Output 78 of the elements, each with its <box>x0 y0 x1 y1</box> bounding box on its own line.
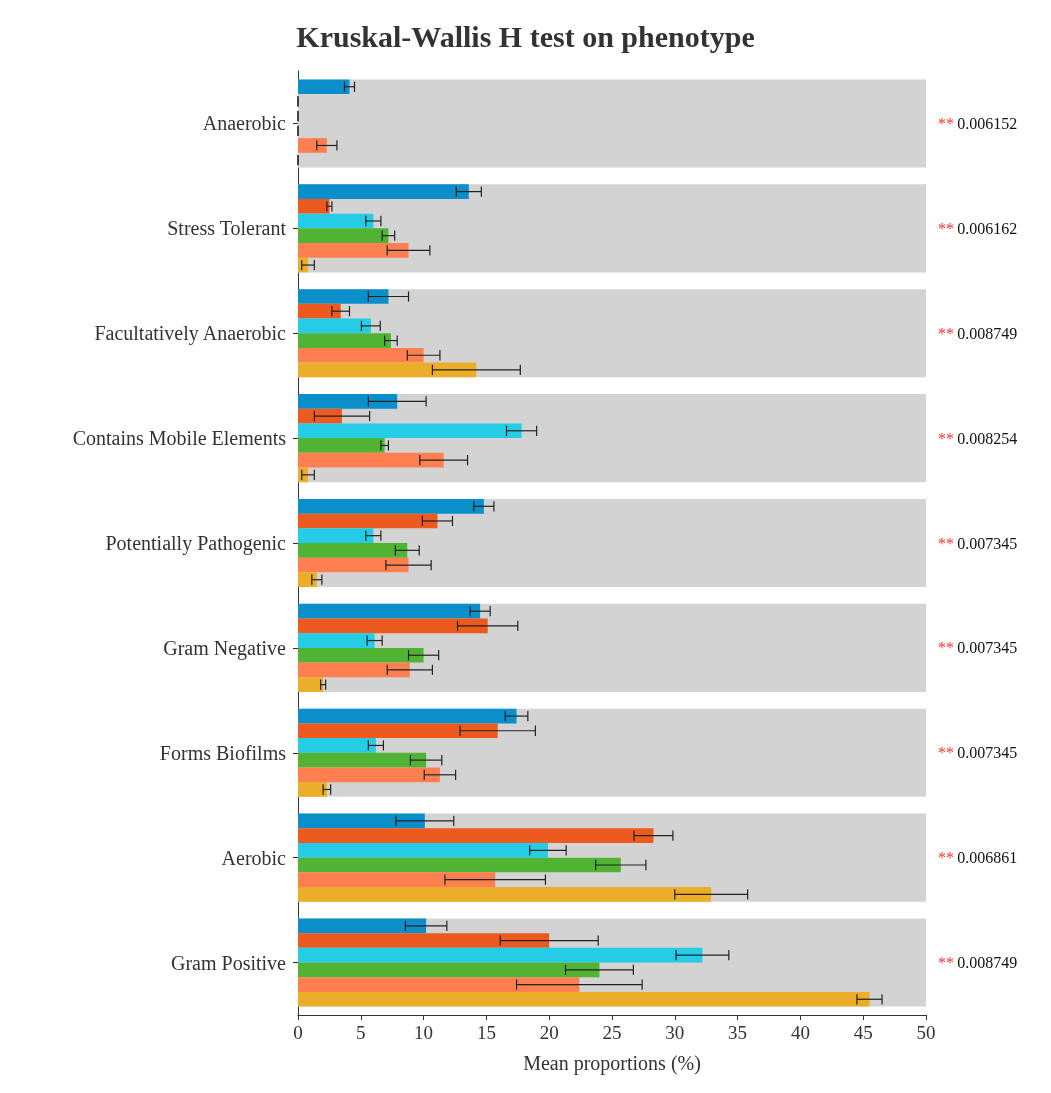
y-tick-label: Contains Mobile Elements <box>72 427 287 450</box>
bar <box>298 738 376 753</box>
bar <box>298 977 580 992</box>
x-axis-title: Mean proportions (%) <box>523 1052 701 1075</box>
bar <box>298 498 484 514</box>
bar <box>298 647 424 663</box>
bar <box>298 557 409 573</box>
x-tick-label: 0 <box>293 1022 303 1043</box>
bar <box>298 423 522 439</box>
text: ** 0.006162 <box>938 219 1018 237</box>
text: ** 0.007345 <box>938 534 1018 552</box>
x-tick-label: 25 <box>602 1022 622 1043</box>
bar <box>298 452 444 468</box>
bar <box>298 394 398 409</box>
text: ** 0.006152 <box>938 114 1018 132</box>
bar <box>298 303 341 319</box>
bar <box>298 828 654 843</box>
bar <box>298 662 410 678</box>
bar <box>298 138 327 153</box>
bar <box>298 813 425 829</box>
bar <box>298 633 375 648</box>
bar <box>298 362 477 378</box>
text: ** 0.008749 <box>938 954 1018 972</box>
bar <box>298 289 389 304</box>
bar <box>298 213 374 229</box>
y-tick-label: Facultatively Anaerobic <box>94 322 287 346</box>
x-tick-label: 45 <box>853 1022 873 1043</box>
x-tick-label: 20 <box>539 1022 559 1043</box>
text: ** 0.007345 <box>938 639 1018 657</box>
bar <box>298 318 371 334</box>
bar <box>298 947 703 963</box>
text: ** 0.008254 <box>938 429 1018 447</box>
bar <box>298 184 469 199</box>
x-tick-label: 15 <box>476 1022 496 1043</box>
bar <box>298 857 621 873</box>
bar <box>298 962 600 978</box>
text: ** 0.007345 <box>938 744 1018 762</box>
y-tick-label: Potentially Pathogenic <box>105 532 287 555</box>
bar <box>298 872 496 888</box>
bar <box>298 513 438 529</box>
bar <box>298 782 327 797</box>
bar <box>298 677 324 692</box>
y-tick-label: Aerobic <box>221 846 287 869</box>
bar <box>298 79 350 95</box>
bar <box>298 708 517 724</box>
bar <box>298 333 391 348</box>
bar <box>298 603 481 619</box>
bar <box>298 543 408 558</box>
bar <box>298 618 488 634</box>
bar <box>298 243 409 258</box>
y-tick-label: Gram Negative <box>163 636 287 660</box>
x-tick-label: 40 <box>790 1022 810 1043</box>
x-tick-label: 50 <box>916 1022 936 1043</box>
x-tick-label: 10 <box>414 1022 434 1043</box>
y-tick-label: Stress Tolerant <box>167 217 287 240</box>
bar <box>298 723 498 739</box>
chart-title: Kruskal-Wallis H test on phenotype <box>296 19 755 53</box>
y-tick-label: Anaerobic <box>202 112 287 135</box>
bar <box>298 842 548 858</box>
bar <box>298 347 424 363</box>
bar <box>298 528 374 543</box>
bar <box>298 918 427 934</box>
x-tick-label: 35 <box>728 1022 748 1043</box>
bar <box>298 752 427 768</box>
bar <box>298 991 870 1007</box>
y-tick-label: Forms Biofilms <box>159 741 287 764</box>
bar <box>298 228 389 244</box>
text: ** 0.006861 <box>938 849 1018 867</box>
x-tick-label: 30 <box>665 1022 685 1043</box>
bar <box>298 933 550 948</box>
bar <box>298 572 317 588</box>
bar <box>298 887 712 902</box>
y-tick-label: Gram Positive <box>171 951 287 974</box>
bar <box>298 198 330 214</box>
bar <box>298 767 440 783</box>
text: ** 0.008749 <box>938 324 1018 342</box>
bar <box>298 438 385 453</box>
x-tick-label: 5 <box>356 1022 366 1043</box>
